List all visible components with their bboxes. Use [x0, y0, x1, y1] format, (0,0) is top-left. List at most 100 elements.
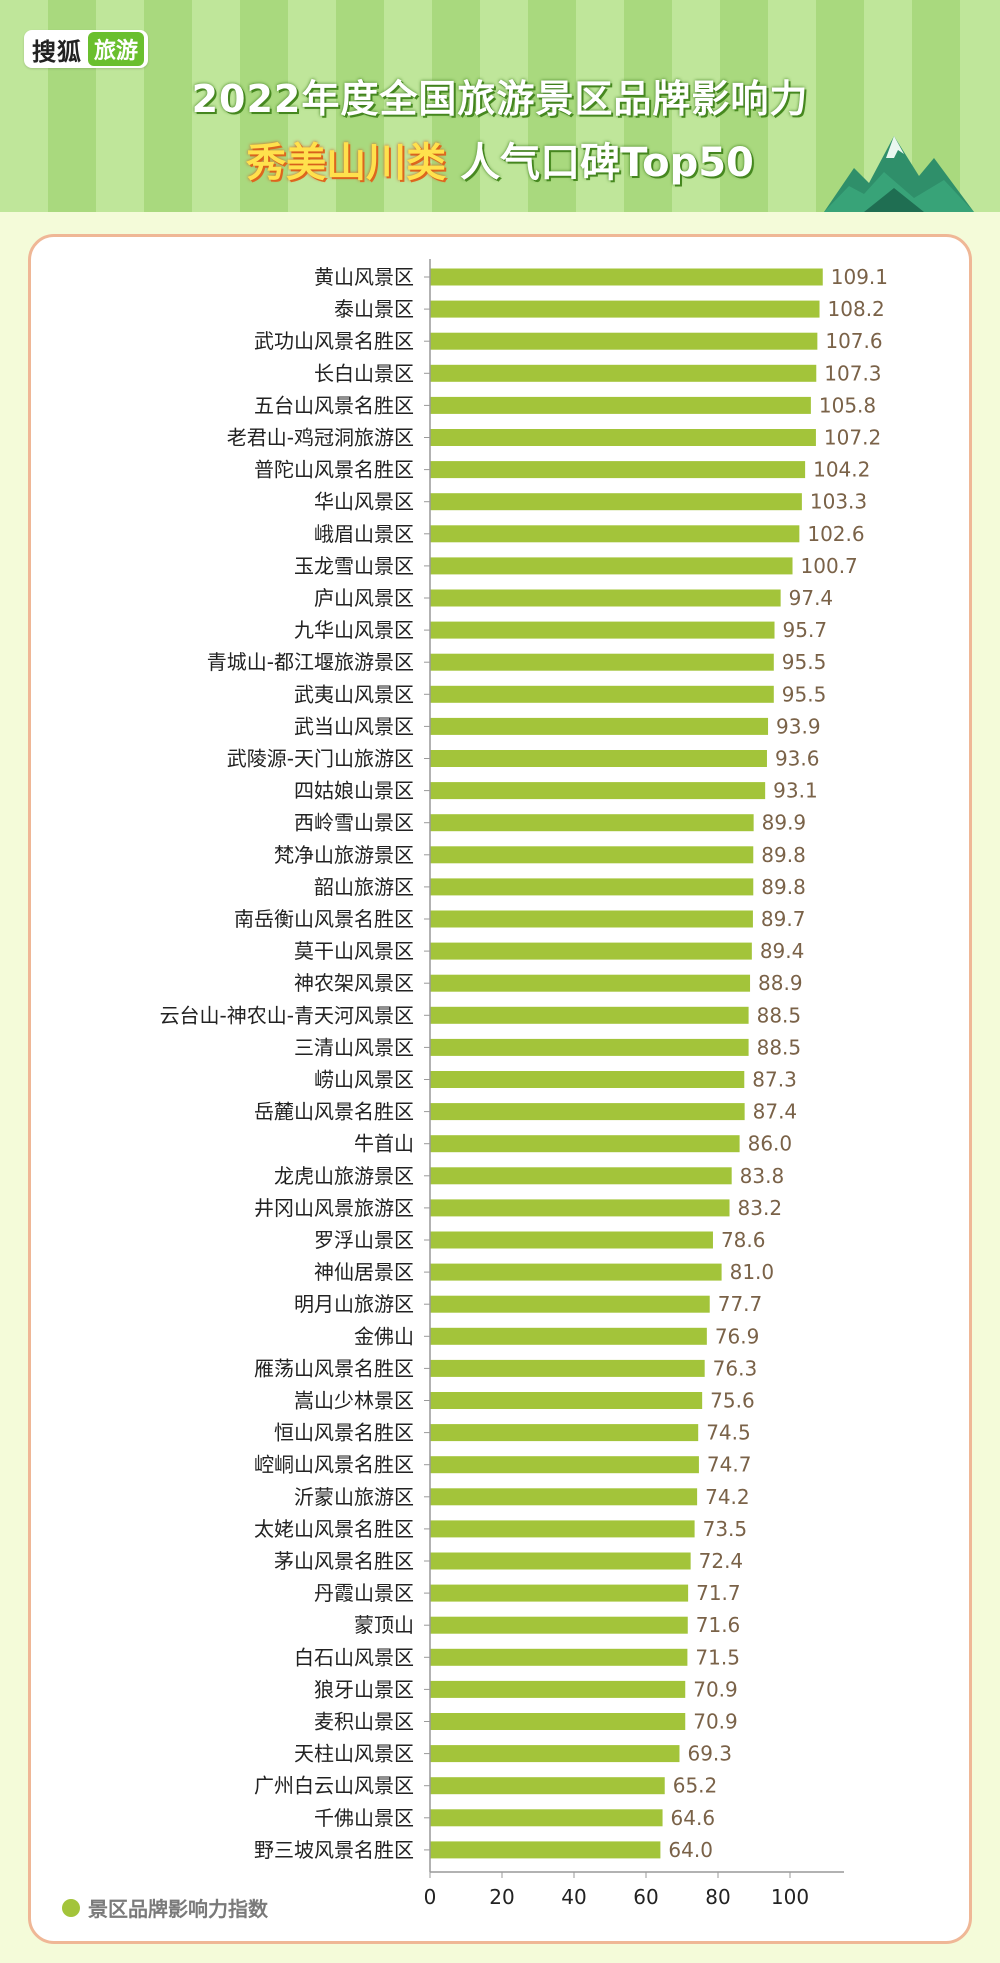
page-title: 2022年度全国旅游景区品牌影响力	[191, 77, 809, 121]
bar	[430, 557, 793, 575]
bar	[430, 1071, 745, 1088]
legend-swatch	[62, 1898, 80, 1917]
value-label: 71.5	[695, 1645, 740, 1669]
value-label: 102.6	[807, 522, 864, 546]
category-label: 九华山风景区	[294, 618, 414, 642]
value-label: 88.5	[757, 1003, 802, 1027]
category-label: 云台山-神农山-青天河风景区	[160, 1003, 414, 1027]
category-label: 神仙居景区	[314, 1260, 414, 1284]
page-subtitle: 秀美山川类 人气口碑Top50	[0, 130, 1000, 188]
category-label: 玉龙雪山景区	[294, 554, 414, 578]
subtitle-highlight: 秀美山川类	[246, 140, 447, 186]
bar	[430, 717, 769, 735]
category-label: 峨眉山景区	[314, 522, 414, 546]
value-label: 88.9	[758, 971, 803, 995]
category-label: 雁荡山风景名胜区	[254, 1356, 414, 1380]
bar	[430, 1424, 699, 1442]
value-label: 70.9	[693, 1710, 738, 1734]
category-label: 龙虎山旅游景区	[274, 1164, 414, 1188]
category-label: 莫干山风景区	[294, 939, 414, 963]
category-label: 金佛山	[354, 1324, 414, 1348]
bar	[430, 364, 817, 382]
value-label: 89.9	[762, 811, 807, 835]
value-label: 83.2	[738, 1196, 783, 1220]
bar	[430, 461, 806, 479]
legend-label: 景区品牌影响力指数	[88, 1897, 268, 1921]
category-label: 麦积山景区	[314, 1710, 414, 1734]
value-label: 104.2	[813, 458, 870, 482]
category-label: 南岳衡山风景名胜区	[234, 907, 414, 931]
bar	[430, 1103, 745, 1121]
value-label: 87.3	[752, 1068, 797, 1092]
value-label: 87.4	[753, 1100, 798, 1124]
bar	[430, 1456, 699, 1474]
value-label: 93.1	[773, 779, 818, 803]
category-label: 蒙顶山	[354, 1613, 414, 1637]
category-label: 白石山风景区	[294, 1645, 414, 1669]
bar	[430, 1392, 703, 1409]
category-label: 武功山风景名胜区	[254, 329, 414, 353]
bar	[430, 1713, 686, 1730]
category-label: 泰山景区	[334, 297, 414, 321]
bar	[430, 1616, 688, 1634]
logo-brand: 搜狐	[32, 37, 82, 66]
value-label: 64.0	[668, 1838, 713, 1862]
bar	[430, 910, 753, 928]
bar	[430, 332, 818, 350]
bar	[430, 1520, 695, 1538]
bar	[430, 1809, 663, 1827]
category-label: 茅山风景名胜区	[274, 1549, 414, 1573]
bar	[430, 685, 774, 703]
bar	[430, 1231, 713, 1249]
value-label: 93.9	[776, 714, 821, 738]
value-label: 83.8	[740, 1164, 785, 1188]
subtitle-rest: 人气口碑Top50	[460, 140, 754, 186]
bar	[430, 782, 766, 800]
mountain-decoration-icon	[824, 136, 974, 212]
category-label: 华山风景区	[314, 490, 414, 514]
category-label: 明月山旅游区	[294, 1292, 414, 1316]
bar	[430, 1745, 680, 1763]
value-label: 74.7	[707, 1453, 752, 1477]
value-label: 93.6	[775, 747, 820, 771]
value-label: 70.9	[693, 1677, 738, 1701]
category-label: 梵净山旅游景区	[274, 843, 414, 867]
value-label: 107.6	[825, 329, 882, 353]
bar	[430, 1135, 740, 1153]
sohu-travel-logo: 搜狐 旅游	[24, 30, 149, 68]
value-label: 64.6	[671, 1806, 716, 1830]
bar	[430, 429, 816, 446]
value-label: 81.0	[730, 1260, 775, 1284]
category-label: 牛首山	[354, 1132, 414, 1156]
bar	[430, 878, 754, 896]
value-label: 88.5	[757, 1035, 802, 1059]
category-label: 黄山风景区	[314, 265, 414, 289]
category-label: 崂山风景区	[314, 1068, 414, 1092]
category-label: 神农架风景区	[294, 971, 414, 995]
value-label: 73.5	[703, 1517, 748, 1541]
category-label: 嵩山少林景区	[294, 1389, 414, 1413]
bar	[430, 942, 752, 960]
bar	[430, 396, 811, 414]
bar	[430, 525, 800, 543]
bar	[430, 750, 767, 767]
value-label: 108.2	[828, 297, 885, 321]
category-label: 沂蒙山旅游区	[294, 1485, 414, 1509]
bar	[430, 1488, 698, 1506]
value-label: 76.9	[715, 1324, 760, 1348]
value-label: 76.3	[713, 1356, 758, 1380]
bar	[430, 1680, 686, 1698]
value-label: 107.2	[824, 426, 881, 450]
category-label: 四姑娘山景区	[294, 779, 414, 803]
category-label: 天柱山风景区	[294, 1742, 414, 1766]
bar	[430, 1263, 722, 1281]
x-tick-label: 80	[705, 1885, 730, 1909]
bar	[430, 1841, 661, 1859]
category-label: 五台山风景名胜区	[254, 393, 414, 417]
value-label: 65.2	[673, 1774, 718, 1798]
category-label: 三清山风景区	[294, 1035, 414, 1059]
value-label: 97.4	[789, 586, 834, 610]
bar	[430, 1199, 730, 1217]
category-label: 太姥山风景名胜区	[254, 1517, 414, 1541]
